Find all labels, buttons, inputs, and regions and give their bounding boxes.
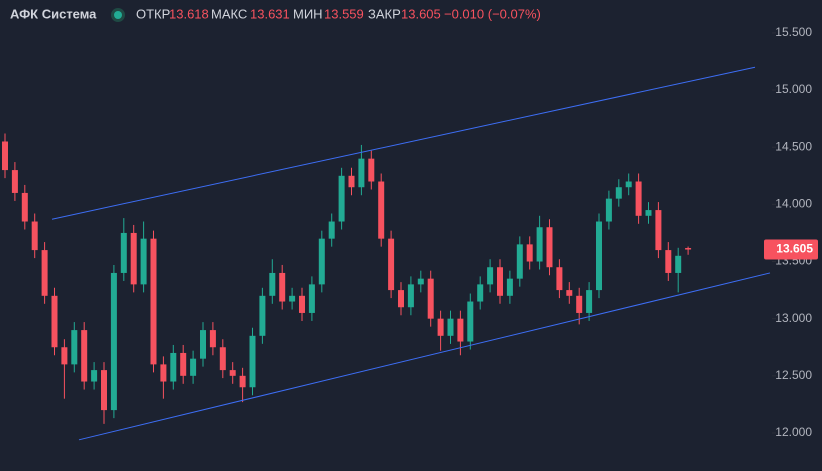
trendline: [78, 272, 771, 441]
candle-body: [497, 267, 503, 296]
candle-body: [467, 301, 474, 342]
candle-body: [516, 244, 523, 279]
candle-body: [457, 318, 464, 342]
close-label: ЗАКР: [368, 6, 401, 21]
symbol-title: АФК Система: [10, 6, 97, 21]
candle-body: [368, 158, 375, 182]
candle-body: [427, 278, 434, 319]
candle-body: [239, 375, 246, 388]
candle-body: [645, 210, 652, 216]
candle-body: [348, 175, 355, 188]
candle-body: [566, 290, 573, 296]
open-label: ОТКР: [136, 6, 170, 21]
candle-body: [417, 278, 424, 285]
candle-body: [61, 347, 68, 365]
candle-body: [546, 227, 553, 268]
candle-body: [269, 272, 276, 296]
candle-body: [605, 198, 612, 222]
candle-body: [655, 210, 662, 251]
candle-body: [130, 232, 137, 285]
candle-body: [170, 352, 177, 382]
y-tick-label: 12.500: [775, 368, 812, 382]
candle-body: [536, 227, 543, 262]
candle-body: [299, 295, 305, 313]
candle-body: [31, 221, 38, 251]
y-tick-label: 12.000: [775, 425, 812, 439]
candle-body: [318, 238, 325, 285]
candle-body: [437, 318, 444, 336]
candle-body: [308, 284, 315, 313]
candle-body: [209, 330, 216, 348]
candle-body: [556, 267, 563, 291]
candle-body: [259, 295, 266, 336]
candle-body: [398, 290, 404, 308]
candle-body: [477, 284, 484, 302]
high-value: 13.631: [250, 6, 290, 21]
candle-body: [526, 244, 533, 262]
candle-body: [378, 181, 385, 239]
candle-body: [358, 158, 365, 188]
candle-body: [2, 141, 8, 171]
candle-body: [665, 250, 672, 273]
low-value: 13.559: [324, 6, 364, 21]
candle-body: [249, 335, 256, 388]
candle-body: [407, 284, 414, 308]
candle-body: [388, 238, 395, 291]
candle-body: [200, 330, 206, 359]
change-value: −0.010 (−0.07%): [444, 6, 541, 21]
candle-body: [160, 364, 167, 382]
last-price-box: [764, 239, 818, 260]
low-label: МИН: [293, 6, 323, 21]
candle-body: [675, 255, 682, 273]
y-tick-label: 14.500: [775, 139, 812, 153]
high-label: МАКС: [211, 6, 247, 21]
candle-body: [150, 238, 157, 365]
y-tick-label: 15.000: [775, 82, 812, 96]
candle-body: [51, 295, 58, 348]
candle-body: [190, 358, 197, 376]
candle-body: [625, 181, 632, 188]
candle-body: [120, 232, 127, 273]
candle-body: [11, 170, 18, 193]
status-dot: [114, 11, 122, 19]
candle-body: [180, 352, 187, 376]
candle-body: [289, 295, 296, 302]
candle-body: [140, 238, 147, 285]
candle-body: [91, 370, 98, 382]
candle-body: [71, 330, 78, 365]
candle-body: [487, 267, 494, 285]
candle-body: [328, 221, 335, 239]
close-value: 13.605: [401, 6, 441, 21]
y-tick-label: 14.000: [775, 197, 812, 211]
candle-body: [110, 272, 117, 411]
candle-body: [279, 272, 286, 302]
y-tick-label: 15.500: [775, 25, 812, 39]
open-value: 13.618: [169, 6, 209, 21]
last-price-label: 13.605: [776, 242, 813, 256]
candle-body: [635, 181, 642, 216]
candle-body: [685, 248, 692, 250]
header: АФК Система ОТКР 13.618 МАКС 13.631 МИН …: [10, 6, 541, 22]
candle-body: [615, 187, 622, 199]
candle-body: [447, 318, 454, 336]
candle-body: [81, 330, 88, 382]
candle-body: [596, 221, 602, 291]
candle-body: [229, 370, 236, 376]
candle-body: [41, 250, 48, 296]
candle-body: [586, 290, 593, 313]
candle-body: [219, 347, 226, 371]
candle-body: [101, 370, 107, 411]
candle-body: [21, 192, 28, 222]
trendline: [51, 66, 756, 220]
candle-body: [506, 278, 513, 296]
y-tick-label: 13.000: [775, 311, 812, 325]
candle-body: [576, 295, 583, 313]
candle-body: [338, 175, 345, 222]
